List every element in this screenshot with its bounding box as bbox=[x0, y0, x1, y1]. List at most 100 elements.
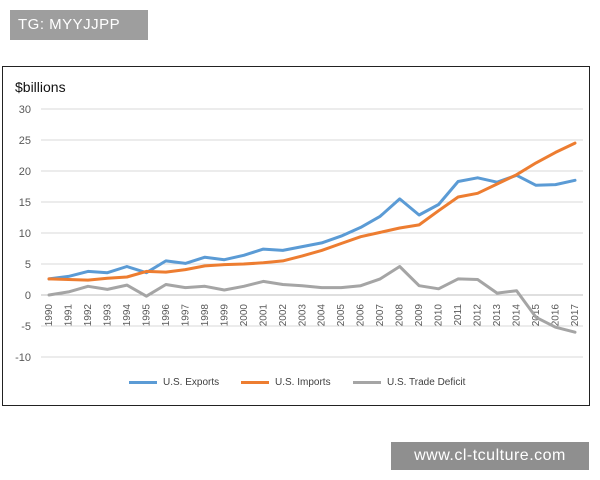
data-point-s1-8 bbox=[203, 264, 207, 268]
data-point-s2-5 bbox=[145, 295, 148, 298]
data-point-s1-13 bbox=[301, 254, 304, 258]
x-tick-label: 2011 bbox=[453, 304, 464, 326]
legend-item-imports: U.S. Imports bbox=[241, 377, 331, 388]
data-point-s1-21 bbox=[456, 195, 460, 199]
data-point-s0-17 bbox=[378, 215, 382, 218]
x-tick-label: 2002 bbox=[278, 304, 289, 327]
data-point-s1-23 bbox=[495, 182, 499, 186]
data-point-s0-15 bbox=[340, 234, 343, 238]
x-tick-label: 1996 bbox=[161, 304, 172, 327]
data-point-s2-3 bbox=[106, 288, 109, 291]
data-point-s0-20 bbox=[437, 203, 440, 206]
y-tick-label: 10 bbox=[19, 228, 31, 240]
data-point-s0-1 bbox=[67, 275, 70, 278]
data-point-s2-13 bbox=[301, 284, 304, 287]
line-chart: -10 -5 0 5 10 15 20 25 30 1990 1991 1992 1993 1994 199… bbox=[15, 104, 583, 364]
data-point-s1-9 bbox=[223, 263, 226, 266]
data-point-s2-16 bbox=[359, 284, 362, 287]
legend-item-exports: U.S. Exports bbox=[129, 377, 219, 388]
x-tick-label: 2006 bbox=[356, 304, 367, 327]
x-tick-label: 1999 bbox=[219, 304, 230, 327]
legend-label-exports: U.S. Exports bbox=[163, 377, 220, 388]
x-tick-label: 1994 bbox=[122, 304, 133, 327]
data-point-s1-15 bbox=[340, 242, 343, 245]
data-point-s1-5 bbox=[145, 270, 148, 273]
data-point-s1-11 bbox=[262, 261, 265, 264]
x-tick-label: 1997 bbox=[180, 304, 191, 327]
x-tick-label: 2001 bbox=[258, 304, 269, 327]
chart-legend: U.S. Exports U.S. Imports U.S. Trade Def… bbox=[3, 377, 589, 397]
data-point-s0-16 bbox=[359, 226, 362, 229]
data-point-s2-4 bbox=[125, 283, 129, 287]
legend-swatch-imports bbox=[241, 381, 269, 384]
legend-swatch-deficit bbox=[353, 381, 381, 384]
data-point-s1-2 bbox=[86, 278, 90, 282]
x-tick-label: 2013 bbox=[492, 304, 503, 327]
data-point-s0-21 bbox=[456, 180, 460, 183]
data-point-s0-8 bbox=[203, 255, 207, 259]
x-tick-label: 2008 bbox=[395, 304, 406, 327]
data-point-s2-8 bbox=[203, 285, 207, 288]
data-point-s2-21 bbox=[456, 277, 460, 281]
x-tick-label: 1991 bbox=[63, 304, 74, 327]
data-point-s1-1 bbox=[67, 278, 70, 281]
series-line-0 bbox=[47, 173, 577, 281]
data-point-s1-14 bbox=[320, 249, 323, 252]
x-tick-label: 1998 bbox=[200, 304, 211, 327]
x-tick-label: 2015 bbox=[531, 304, 542, 327]
y-tick-label: 25 bbox=[19, 135, 31, 147]
data-point-s2-2 bbox=[86, 285, 90, 288]
y-tick-label: 20 bbox=[19, 166, 31, 178]
x-tick-label: 2009 bbox=[414, 304, 425, 327]
x-tick-label: 2005 bbox=[336, 304, 347, 327]
data-point-s2-26 bbox=[554, 326, 557, 329]
y-tick-label: 30 bbox=[19, 104, 31, 116]
data-point-s2-25 bbox=[534, 316, 538, 319]
series-line-1 bbox=[47, 141, 577, 282]
data-point-s1-12 bbox=[281, 259, 284, 263]
data-point-s0-25 bbox=[534, 184, 538, 187]
data-point-s1-10 bbox=[242, 262, 246, 266]
data-point-s1-0 bbox=[47, 277, 51, 281]
x-tick-label: 2017 bbox=[570, 304, 581, 327]
data-point-s0-6 bbox=[164, 259, 168, 263]
data-point-s0-18 bbox=[398, 197, 401, 201]
data-point-s0-19 bbox=[417, 213, 421, 217]
x-tick-label: 1990 bbox=[44, 304, 55, 327]
x-tick-label: 2003 bbox=[297, 304, 308, 327]
data-point-s0-7 bbox=[184, 262, 187, 265]
data-point-s2-10 bbox=[242, 285, 246, 288]
y-tick-label: -5 bbox=[21, 321, 31, 333]
data-point-s1-24 bbox=[515, 173, 518, 176]
data-point-s1-18 bbox=[398, 226, 401, 230]
data-point-s0-22 bbox=[476, 176, 479, 180]
y-tick-label: 15 bbox=[19, 197, 31, 209]
x-tick-label: 1993 bbox=[102, 304, 113, 327]
data-point-s2-23 bbox=[495, 291, 499, 295]
legend-item-deficit: U.S. Trade Deficit bbox=[353, 377, 465, 388]
data-point-s1-4 bbox=[125, 275, 129, 279]
data-point-s0-13 bbox=[301, 245, 304, 248]
data-point-s0-27 bbox=[573, 179, 577, 182]
data-point-s2-11 bbox=[262, 280, 265, 283]
data-point-s2-20 bbox=[437, 287, 440, 290]
data-point-s2-24 bbox=[515, 289, 518, 292]
data-point-s2-18 bbox=[398, 265, 401, 268]
data-point-s0-11 bbox=[262, 247, 265, 251]
data-point-s2-14 bbox=[320, 286, 323, 289]
data-point-s2-0 bbox=[47, 293, 51, 297]
data-point-s2-19 bbox=[417, 284, 421, 287]
y-tick-label: 0 bbox=[25, 290, 31, 302]
legend-swatch-exports bbox=[129, 381, 157, 384]
data-point-s0-2 bbox=[86, 270, 90, 273]
data-point-s0-14 bbox=[320, 241, 323, 245]
data-point-s1-26 bbox=[554, 151, 557, 154]
data-point-s2-6 bbox=[164, 283, 168, 286]
data-point-s2-1 bbox=[67, 290, 70, 294]
data-point-s0-10 bbox=[242, 254, 246, 257]
legend-label-imports: U.S. Imports bbox=[275, 377, 331, 388]
data-point-s1-7 bbox=[184, 268, 187, 271]
data-point-s2-27 bbox=[573, 331, 577, 334]
data-point-s0-4 bbox=[125, 265, 129, 268]
data-point-s1-19 bbox=[417, 223, 421, 227]
